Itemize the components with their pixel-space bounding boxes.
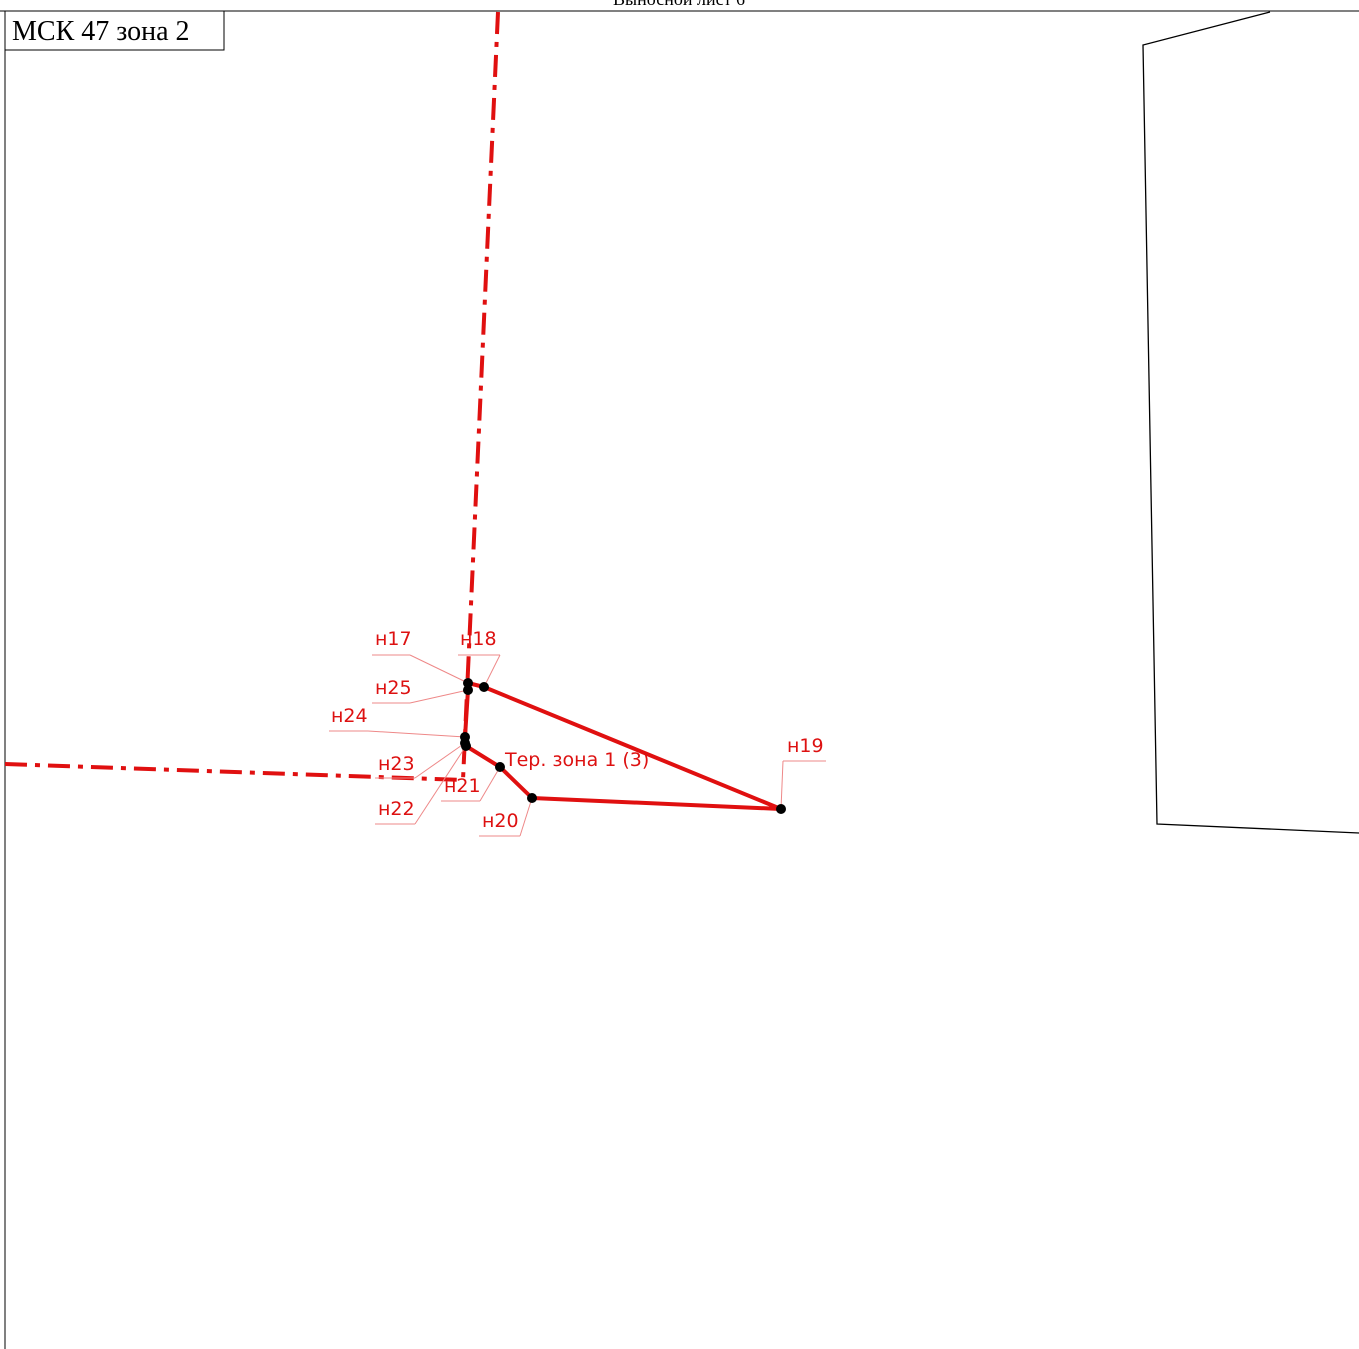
zone-label: Тер. зона 1 (3) [504,749,649,771]
node-label: н23 [378,753,415,775]
crs-label: МСК 47 зона 2 [12,16,190,47]
node-point [527,793,537,803]
node-label: н18 [460,628,497,650]
leader-line [367,730,466,738]
node-label: н19 [787,735,824,757]
zone-boundary [461,11,500,781]
leader-line [519,797,533,837]
node-point [495,762,505,772]
parcel-boundary [1142,11,1359,834]
leader-line [483,654,501,688]
node-label: н25 [375,677,412,699]
leader-line [414,742,466,779]
leader-line [409,689,469,704]
leader-line [414,745,467,825]
node-label: н24 [331,705,368,727]
leader-line [479,766,501,802]
crs-box [4,10,225,51]
zone-boundary [4,762,464,782]
node-point [776,804,786,814]
node-point [463,678,473,688]
territorial-zone [463,681,783,811]
node-label: н20 [482,810,519,832]
sheet-title: Выносной лист 6 [613,0,745,9]
leader-line [780,760,784,810]
node-label: н17 [375,628,412,650]
node-point [463,685,473,695]
node-point [479,682,489,692]
node-label: н22 [378,798,415,820]
node-point [461,741,471,751]
leader-line [409,654,469,684]
node-label: н21 [444,775,481,797]
